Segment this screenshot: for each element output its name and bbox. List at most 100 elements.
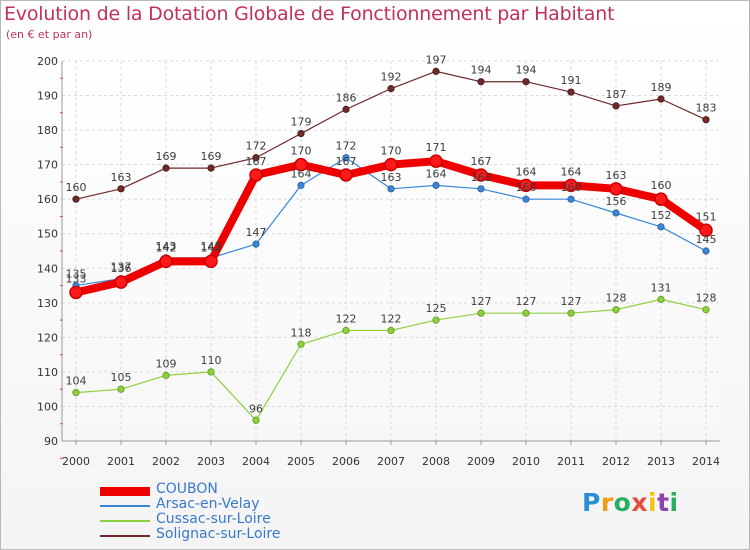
x-tick-label: 2012: [602, 455, 630, 468]
data-label-coubon: 164: [516, 165, 537, 178]
data-point-cussac-sur-loire: [657, 295, 665, 303]
label-layer: 160 163 169 169 172 179 186 192 197 194 194 191 187 1…: [66, 53, 717, 415]
data-point-cussac-sur-loire: [297, 340, 305, 348]
data-label-arsac-en-velay: 152: [651, 209, 672, 222]
data-label-solignac-sur-loire: 172: [246, 140, 267, 153]
data-label-cussac-sur-loire: 110: [201, 354, 222, 367]
data-point-cussac-sur-loire: [162, 371, 170, 379]
data-point-cussac-sur-loire: [567, 309, 575, 317]
data-point-solignac-sur-loire: [522, 78, 530, 86]
data-label-cussac-sur-loire: 96: [249, 402, 263, 415]
data-label-coubon: 167: [471, 155, 492, 168]
data-label-solignac-sur-loire: 194: [471, 64, 492, 77]
data-point-arsac-en-velay: [702, 247, 710, 255]
chart-subtitle: (en € et par an): [6, 28, 93, 41]
logo-letter: o: [613, 488, 632, 517]
data-point-arsac-en-velay: [477, 185, 485, 193]
data-point-coubon: [69, 285, 83, 300]
data-point-coubon: [159, 254, 173, 269]
data-label-solignac-sur-loire: 187: [606, 88, 627, 101]
data-label-arsac-en-velay: 160: [516, 181, 537, 194]
data-label-cussac-sur-loire: 131: [651, 281, 672, 294]
data-point-solignac-sur-loire: [657, 95, 665, 103]
data-point-solignac-sur-loire: [387, 85, 395, 93]
x-tick-label: 2003: [197, 455, 225, 468]
x-tick-label: 2010: [512, 455, 540, 468]
data-label-solignac-sur-loire: 163: [111, 171, 132, 184]
data-label-cussac-sur-loire: 127: [516, 295, 537, 308]
axis-layer: 90 100 110 120 130 140 150 160 170 180 190 200 2000 2…: [37, 55, 720, 468]
data-point-cussac-sur-loire: [477, 309, 485, 317]
data-point-arsac-en-velay: [567, 195, 575, 203]
logo-letter: i: [648, 488, 658, 517]
x-tick-label: 2013: [647, 455, 675, 468]
data-label-coubon: 164: [561, 165, 582, 178]
data-label-solignac-sur-loire: 194: [516, 64, 537, 77]
data-label-arsac-en-velay: 143: [201, 240, 222, 253]
data-label-cussac-sur-loire: 127: [471, 295, 492, 308]
data-point-coubon: [474, 168, 488, 182]
data-point-coubon: [249, 168, 263, 182]
y-tick-label: 110: [37, 366, 58, 379]
data-label-solignac-sur-loire: 186: [336, 91, 357, 104]
logo-letter: P: [582, 488, 601, 517]
data-label-cussac-sur-loire: 109: [156, 357, 177, 370]
data-point-arsac-en-velay: [612, 209, 620, 217]
data-label-cussac-sur-loire: 104: [66, 375, 87, 388]
data-point-arsac-en-velay: [342, 154, 350, 162]
data-point-solignac-sur-loire: [207, 164, 215, 172]
data-label-solignac-sur-loire: 169: [201, 150, 222, 163]
y-tick-label: 160: [37, 193, 58, 206]
data-point-solignac-sur-loire: [432, 67, 440, 75]
series-layer: [69, 67, 713, 424]
data-label-coubon: 160: [651, 179, 672, 192]
x-tick-label: 2006: [332, 455, 360, 468]
data-point-coubon: [114, 275, 128, 289]
data-point-coubon: [519, 178, 533, 193]
x-tick-label: 2008: [422, 455, 450, 468]
data-label-solignac-sur-loire: 183: [696, 102, 717, 115]
legend-label: Arsac-en-Velay: [156, 496, 260, 512]
y-tick-label: 90: [44, 435, 58, 448]
data-point-coubon: [339, 168, 353, 182]
data-point-cussac-sur-loire: [117, 385, 125, 393]
data-label-solignac-sur-loire: 169: [156, 150, 177, 163]
data-point-arsac-en-velay: [252, 240, 260, 248]
y-tick-label: 100: [37, 400, 58, 413]
y-tick-label: 190: [37, 90, 58, 103]
data-point-cussac-sur-loire: [72, 389, 80, 397]
data-point-cussac-sur-loire: [432, 316, 440, 324]
data-point-coubon: [609, 182, 623, 196]
data-label-coubon: 151: [696, 210, 717, 223]
data-label-arsac-en-velay: 163: [381, 171, 402, 184]
legend-swatch: [100, 505, 150, 507]
data-label-coubon: 133: [66, 272, 87, 285]
x-tick-label: 2007: [377, 455, 405, 468]
data-point-coubon: [564, 178, 578, 193]
logo-letter: r: [600, 488, 614, 517]
data-label-solignac-sur-loire: 197: [426, 53, 447, 66]
data-point-cussac-sur-loire: [252, 416, 260, 424]
data-point-solignac-sur-loire: [567, 88, 575, 96]
data-point-solignac-sur-loire: [117, 185, 125, 193]
data-label-cussac-sur-loire: 122: [381, 312, 402, 325]
data-point-arsac-en-velay: [297, 181, 305, 189]
data-label-arsac-en-velay: 172: [336, 140, 357, 153]
plot-area: [62, 61, 720, 441]
y-tick-label: 200: [37, 55, 58, 68]
data-point-coubon: [699, 223, 713, 238]
data-label-coubon: 167: [336, 155, 357, 168]
data-label-solignac-sur-loire: 179: [291, 116, 312, 129]
data-point-solignac-sur-loire: [297, 129, 305, 138]
data-point-coubon: [384, 157, 398, 172]
y-tick-label: 180: [37, 124, 58, 137]
data-point-solignac-sur-loire: [477, 78, 485, 86]
legend-swatch: [100, 486, 150, 496]
data-point-solignac-sur-loire: [612, 102, 620, 110]
data-point-arsac-en-velay: [432, 181, 440, 189]
data-point-coubon: [204, 254, 218, 269]
data-label-cussac-sur-loire: 105: [111, 371, 132, 384]
data-label-cussac-sur-loire: 128: [606, 292, 627, 305]
data-label-arsac-en-velay: 164: [291, 167, 312, 180]
data-point-solignac-sur-loire: [342, 105, 350, 113]
